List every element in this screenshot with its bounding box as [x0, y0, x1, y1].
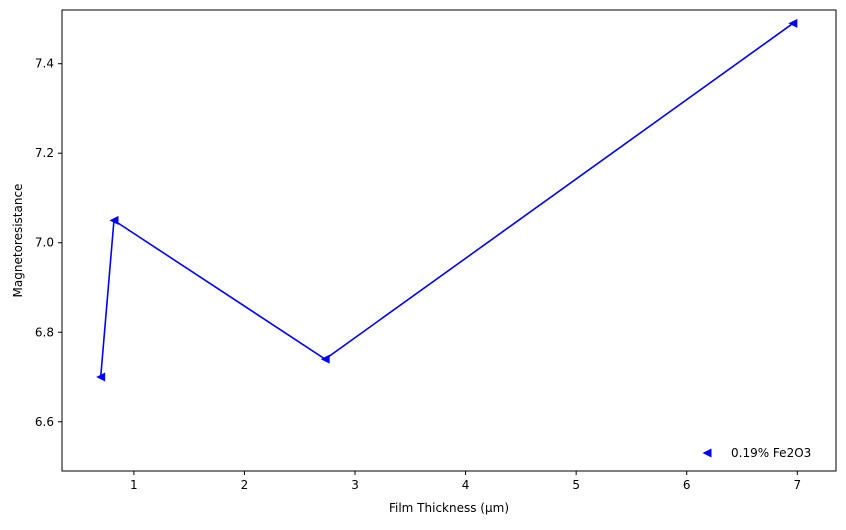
- y-tick-label: 7.4: [35, 57, 54, 71]
- y-tick-label: 6.6: [35, 415, 54, 429]
- y-tick-label: 7.2: [35, 146, 54, 160]
- data-point-marker: [788, 18, 798, 28]
- x-tick-label: 4: [462, 478, 470, 492]
- data-point-marker: [320, 354, 330, 364]
- y-axis-label: Magnetoresistance: [11, 184, 25, 298]
- legend: 0.19% Fe2O3: [702, 446, 811, 460]
- legend-label: 0.19% Fe2O3: [731, 446, 811, 460]
- data-point-marker: [96, 372, 106, 382]
- x-tick-label: 7: [793, 478, 801, 492]
- x-axis: 1 2 3 4 5 6 7: [130, 471, 801, 492]
- y-tick-label: 6.8: [35, 325, 54, 339]
- data-point-marker: [109, 215, 119, 225]
- plot-frame: [61, 9, 837, 472]
- x-tick-label: 1: [130, 478, 138, 492]
- x-tick-label: 3: [351, 478, 359, 492]
- legend-marker: [702, 448, 712, 458]
- series-line: [99, 22, 794, 378]
- y-axis: 6.6 6.8 7.0 7.2 7.4: [35, 57, 62, 429]
- x-tick-label: 2: [241, 478, 249, 492]
- x-axis-label: Film Thickness (µm): [389, 501, 509, 515]
- y-tick-label: 7.0: [35, 236, 54, 250]
- x-tick-label: 5: [572, 478, 580, 492]
- x-tick-label: 6: [683, 478, 691, 492]
- plot-area: [62, 10, 836, 471]
